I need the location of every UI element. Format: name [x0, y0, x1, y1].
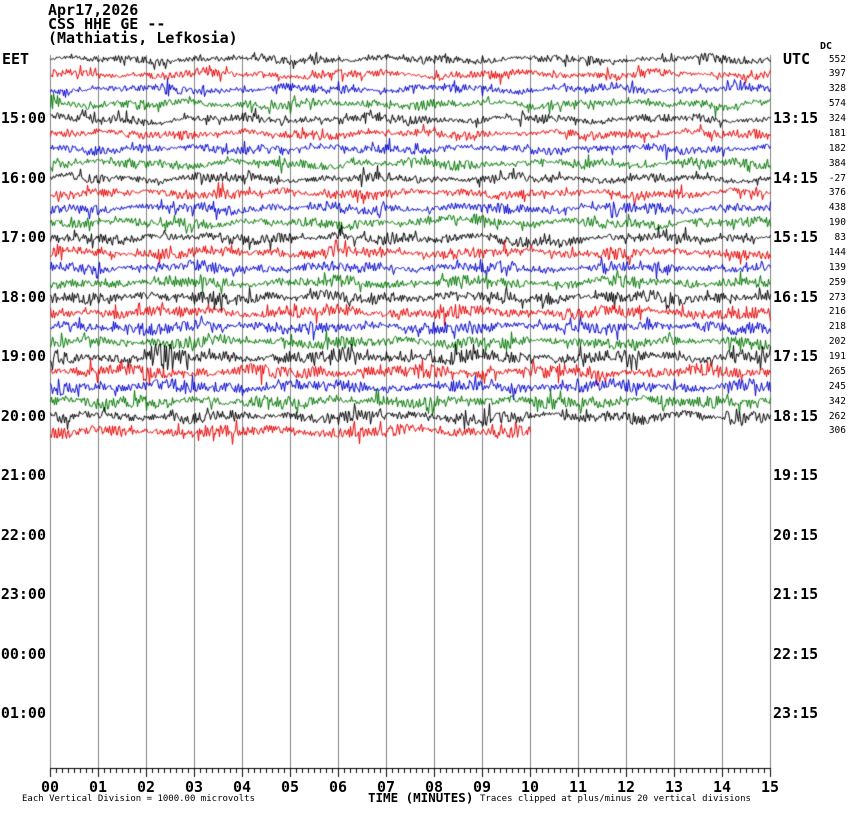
eet-hour-label: 19:00 — [0, 347, 46, 365]
dc-offset-value: 438 — [828, 202, 846, 214]
eet-hour-label: 20:00 — [0, 406, 46, 425]
clipping-note: Traces clipped at plus/minus 20 vertical… — [480, 794, 751, 804]
minute-tick-label: 03 — [184, 778, 204, 796]
utc-hour-label: 23:15 — [773, 704, 819, 722]
dc-offset-value: 202 — [828, 336, 846, 348]
dc-offset-value: 83 — [834, 232, 846, 243]
minute-tick-label: 01 — [88, 778, 108, 796]
utc-hour-label: 21:15 — [773, 585, 819, 603]
minute-tick-label: 15 — [760, 778, 780, 796]
dc-offset-value: 552 — [828, 53, 846, 65]
minute-tick-label: 11 — [568, 778, 588, 796]
utc-hour-label: 19:15 — [773, 466, 819, 484]
eet-hour-label: 18:00 — [0, 287, 46, 306]
x-axis-title: TIME (MINUTES) — [368, 790, 474, 805]
minute-tick-label: 12 — [616, 778, 636, 796]
dc-offset-value: 139 — [828, 261, 846, 273]
dc-offset-value: 262 — [828, 410, 846, 422]
eet-hour-label: 23:00 — [0, 585, 46, 603]
dc-offset-value: 190 — [828, 217, 846, 229]
minute-tick-label: 06 — [328, 778, 348, 796]
vertical-scale-note: Each Vertical Division = 1000.00 microvo… — [22, 794, 255, 804]
utc-hour-label: 14:15 — [773, 168, 819, 187]
minute-tick-label: 02 — [136, 778, 156, 796]
dc-offset-value: 328 — [828, 83, 846, 95]
dc-offset-value: 182 — [828, 142, 846, 154]
dc-offset-header: DC — [820, 41, 833, 52]
minute-tick-label: 10 — [520, 778, 540, 796]
dc-offset-value: 306 — [828, 425, 846, 437]
dc-offset-value: 397 — [828, 68, 846, 80]
station-code: CSS HHE GE -- — [48, 15, 166, 33]
minute-tick-label: 13 — [664, 778, 684, 796]
utc-hour-label: 13:15 — [773, 109, 819, 127]
minute-tick-label: 00 — [40, 778, 60, 796]
dc-offset-value: -27 — [828, 172, 846, 184]
dc-offset-value: 324 — [828, 113, 846, 124]
eet-hour-label: 16:00 — [0, 168, 46, 187]
eet-hour-label: 21:00 — [0, 466, 46, 484]
dc-offset-value: 191 — [828, 351, 846, 362]
dc-offset-value: 216 — [828, 306, 846, 318]
eet-hour-label: 15:00 — [0, 109, 46, 127]
minute-tick-label: 07 — [376, 778, 396, 796]
station-location: (Mathiatis, Lefkosia) — [48, 29, 238, 47]
utc-hour-label: 22:15 — [773, 644, 819, 663]
dc-offset-value: 245 — [828, 380, 846, 392]
minute-tick-label: 05 — [280, 778, 300, 796]
dc-offset-value: 181 — [828, 127, 846, 139]
utc-hour-label: 20:15 — [773, 525, 819, 544]
dc-offset-value: 574 — [828, 98, 846, 110]
dc-offset-value: 342 — [828, 395, 846, 407]
utc-hour-label: 17:15 — [773, 347, 819, 365]
left-timezone-label: EET — [2, 50, 30, 68]
utc-hour-label: 15:15 — [773, 228, 819, 246]
dc-offset-value: 273 — [828, 291, 846, 303]
dc-offset-value: 265 — [828, 365, 846, 377]
minute-tick-label: 09 — [472, 778, 492, 796]
eet-hour-label: 22:00 — [0, 525, 46, 544]
dc-offset-value: 144 — [828, 246, 846, 258]
eet-hour-label: 17:00 — [0, 228, 46, 246]
eet-hour-label: 00:00 — [0, 644, 46, 663]
dc-offset-value: 384 — [828, 157, 846, 169]
record-date: Apr17,2026 — [48, 1, 139, 19]
dc-offset-value: 218 — [828, 321, 846, 333]
right-timezone-label: UTC — [783, 50, 811, 68]
minute-tick-label: 14 — [712, 778, 732, 796]
minute-tick-label: 04 — [232, 778, 252, 796]
minute-tick-label: 08 — [424, 778, 444, 796]
utc-hour-label: 16:15 — [773, 287, 819, 306]
dc-offset-value: 376 — [828, 187, 846, 199]
dc-offset-value: 259 — [828, 276, 846, 288]
eet-hour-label: 01:00 — [0, 704, 46, 722]
utc-hour-label: 18:15 — [773, 406, 819, 425]
